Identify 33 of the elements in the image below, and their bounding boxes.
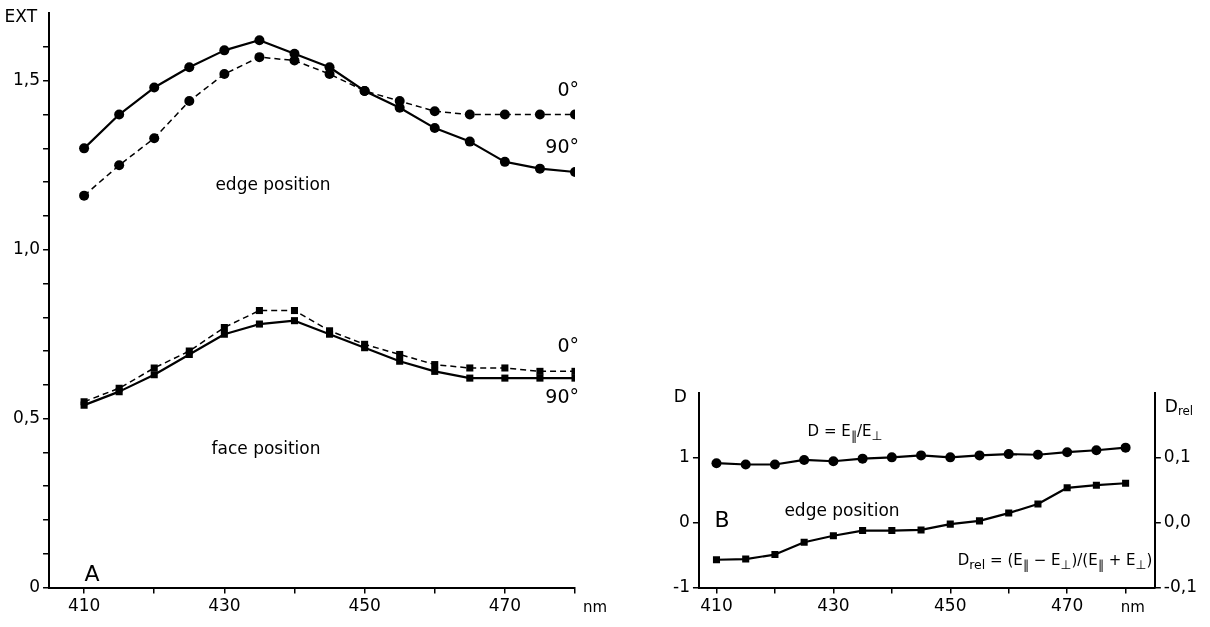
y-tick-label: 1,0 (12, 238, 41, 259)
y-axis-title: EXT (4, 5, 38, 26)
annotation: A (84, 561, 100, 586)
x-axis-title: nm (1120, 597, 1145, 616)
x-tick-label: 470 (1050, 595, 1084, 616)
y2-tick-label: 0,1 (1163, 446, 1191, 467)
series-label: 90° (545, 134, 580, 157)
x-axis-title: nm (583, 597, 608, 616)
text: D$_{rel}$ = (E$_{∥}$ − E$_{⊥}$)/(E$_{∥}$ + E$_{⊥}$) (957, 550, 1153, 572)
x-tick-label: 450 (934, 595, 967, 616)
y2-tick-label: -0,1 (1163, 576, 1197, 597)
y-axis-title: D (673, 385, 687, 406)
annotation: B (714, 507, 730, 532)
y-tick-label: -1 (673, 576, 690, 597)
series-label: 0° (557, 77, 580, 100)
x-tick-label: 410 (67, 595, 101, 616)
x-tick-label: 430 (208, 595, 241, 616)
y2-tick-label: 0,0 (1163, 511, 1191, 532)
x-tick-label: 410 (700, 595, 733, 616)
annotation: edge position (784, 499, 900, 520)
series-label: 0° (557, 334, 580, 357)
x-tick-label: 430 (817, 595, 850, 616)
series-label: 90° (545, 385, 580, 408)
y-tick-label: 0,5 (12, 407, 41, 428)
y-tick-label: 0 (29, 576, 41, 597)
x-tick-label: 450 (348, 595, 381, 616)
annotation: face position (211, 437, 321, 458)
y-tick-label: 0 (679, 511, 690, 532)
annotation: D = E$_{∥}$/E$_{⊥}$ (807, 421, 883, 443)
y-tick-label: 1,5 (12, 69, 41, 90)
annotation: edge position (215, 173, 331, 194)
y-tick-label: 1 (679, 446, 690, 467)
x-tick-label: 470 (488, 595, 522, 616)
